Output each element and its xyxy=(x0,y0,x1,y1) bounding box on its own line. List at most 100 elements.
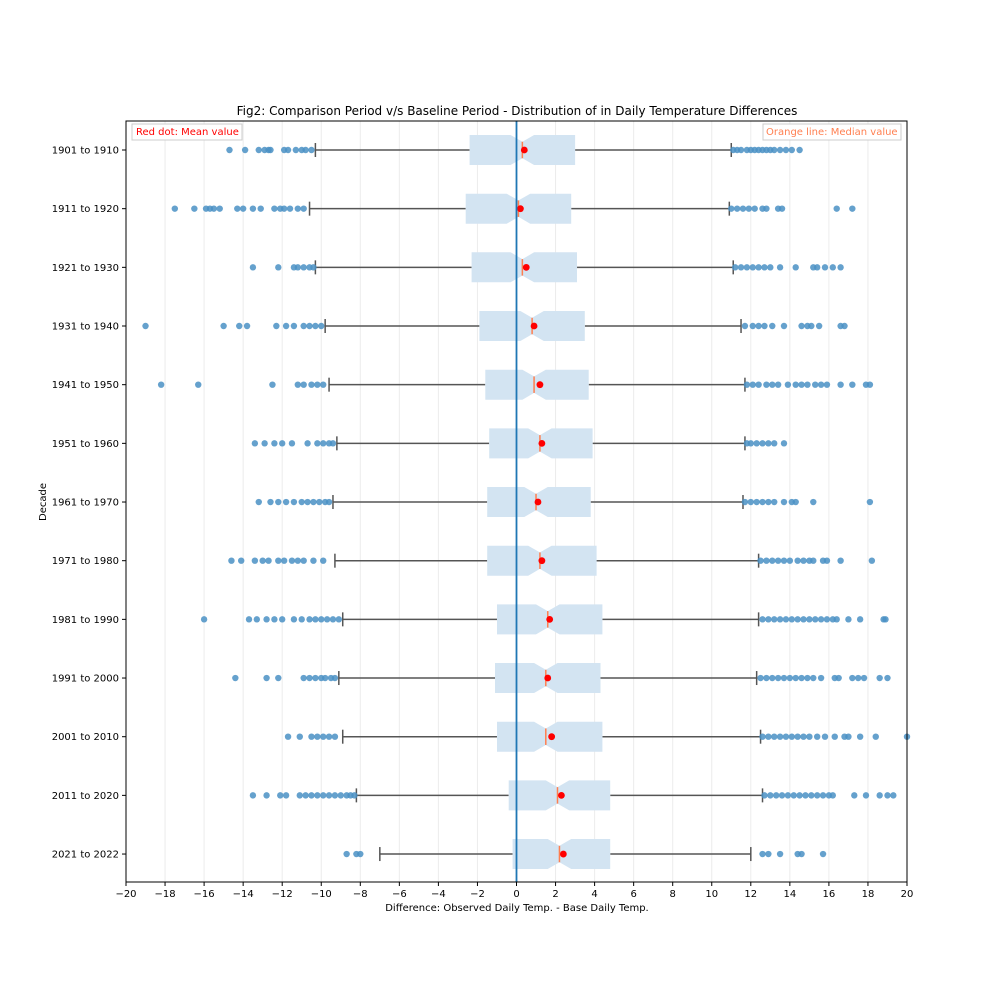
x-tick-label: 8 xyxy=(670,889,676,900)
x-tick-label: −6 xyxy=(392,889,407,900)
outlier-point xyxy=(288,557,296,564)
outlier-point xyxy=(237,557,245,564)
x-tick-label: 12 xyxy=(744,889,757,900)
outlier-point xyxy=(302,146,309,154)
outlier-point xyxy=(882,616,889,623)
outlier-point xyxy=(772,792,780,799)
outlier-point xyxy=(741,322,749,330)
outlier-point xyxy=(790,792,797,799)
outlier-point xyxy=(771,616,778,623)
outlier-point xyxy=(767,264,774,271)
outlier-point xyxy=(776,146,784,154)
y-tick-label: 1961 to 1970 xyxy=(52,498,119,509)
outlier-point xyxy=(854,674,862,682)
outlier-point xyxy=(788,733,796,740)
y-tick-label: 1951 to 1960 xyxy=(52,439,119,450)
outlier-point xyxy=(868,557,876,564)
mean-note-text: Red dot: Mean value xyxy=(136,127,239,138)
outlier-point xyxy=(275,557,282,564)
y-tick-label: 1991 to 2000 xyxy=(52,674,119,685)
outlier-point xyxy=(800,616,807,623)
outlier-point xyxy=(263,616,270,623)
median-note-text: Orange line: Median value xyxy=(766,127,898,138)
outlier-point xyxy=(253,616,261,623)
outlier-point xyxy=(778,792,786,799)
outlier-point xyxy=(216,205,223,212)
outlier-point xyxy=(314,440,321,447)
outlier-point xyxy=(284,733,292,740)
outlier-point xyxy=(845,733,852,740)
x-axis-title: Difference: Observed Daily Temp. - Base … xyxy=(385,903,649,914)
outlier-point xyxy=(845,616,852,623)
outlier-point xyxy=(749,264,756,271)
outlier-point xyxy=(275,498,282,506)
outlier-point xyxy=(796,792,803,799)
outlier-point xyxy=(771,733,778,740)
y-tick-label: 1901 to 1910 xyxy=(52,146,119,157)
outlier-point xyxy=(788,146,796,154)
outlier-point xyxy=(798,322,805,330)
outlier-point xyxy=(808,322,815,330)
outlier-point xyxy=(300,322,307,330)
outlier-point xyxy=(819,850,827,858)
outlier-point xyxy=(751,205,758,212)
outlier-point xyxy=(271,616,278,623)
outlier-point xyxy=(798,850,805,858)
outlier-point xyxy=(257,205,264,212)
outlier-point xyxy=(741,498,749,506)
outlier-point xyxy=(776,264,784,271)
outlier-point xyxy=(808,792,815,799)
outlier-point xyxy=(280,205,288,212)
x-tick-label: −2 xyxy=(470,889,485,900)
x-tick-label: −18 xyxy=(154,889,175,900)
outlier-point xyxy=(261,440,268,447)
outlier-point xyxy=(243,322,251,330)
x-tick-label: 16 xyxy=(823,889,836,900)
outlier-point xyxy=(815,322,823,330)
outlier-point xyxy=(755,381,762,388)
box-group xyxy=(251,428,788,459)
box-layer xyxy=(142,121,911,882)
mean-dot xyxy=(546,615,554,623)
outlier-point xyxy=(800,733,807,740)
outlier-point xyxy=(737,146,745,154)
mean-dot xyxy=(530,322,538,330)
outlier-point xyxy=(325,733,333,740)
outlier-point xyxy=(296,733,303,740)
outlier-point xyxy=(776,616,784,623)
outlier-point xyxy=(763,557,770,564)
box-group xyxy=(157,369,874,400)
x-tick-label: −4 xyxy=(431,889,446,900)
outlier-point xyxy=(757,674,764,682)
outlier-point xyxy=(890,792,897,799)
outlier-point xyxy=(331,674,339,682)
outlier-point xyxy=(759,498,766,506)
outlier-point xyxy=(849,205,856,212)
outlier-point xyxy=(761,264,768,271)
outlier-point xyxy=(728,205,735,212)
outlier-point xyxy=(331,792,339,799)
outlier-point xyxy=(234,205,241,212)
mean-dot xyxy=(520,146,528,154)
outlier-point xyxy=(302,792,309,799)
x-tick-label: −16 xyxy=(194,889,215,900)
y-tick-label: 1971 to 1980 xyxy=(52,556,119,567)
outlier-point xyxy=(308,733,315,740)
outlier-point xyxy=(884,792,891,799)
outlier-point xyxy=(774,381,782,388)
outlier-point xyxy=(835,674,842,682)
outlier-point xyxy=(245,616,253,623)
outlier-point xyxy=(780,557,788,564)
outlier-point xyxy=(765,733,772,740)
box-group xyxy=(228,545,876,576)
x-tick-label: 4 xyxy=(591,889,597,900)
outlier-point xyxy=(771,440,778,447)
x-tick-label: 2 xyxy=(552,889,558,900)
outlier-point xyxy=(320,733,327,740)
outlier-point xyxy=(195,381,202,388)
outlier-point xyxy=(759,850,766,858)
outlier-point xyxy=(784,381,792,388)
outlier-point xyxy=(737,264,745,271)
outlier-point xyxy=(821,733,829,740)
outlier-point xyxy=(263,674,270,682)
